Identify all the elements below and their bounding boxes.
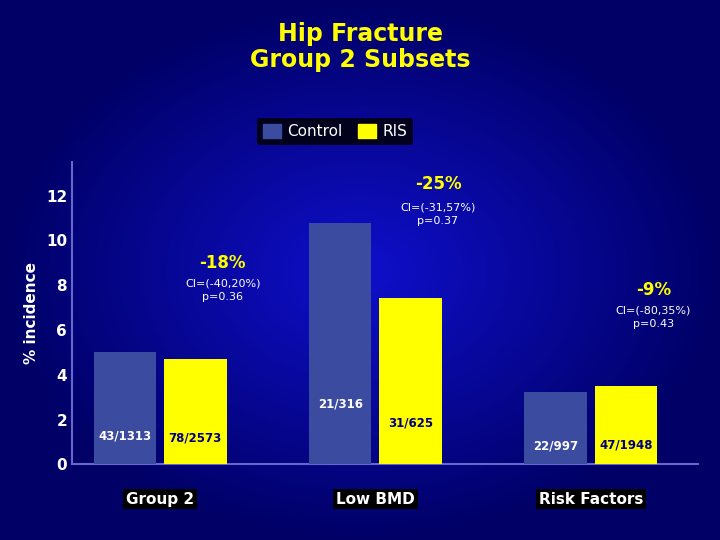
- Text: -18%: -18%: [199, 254, 246, 272]
- Bar: [524, 393, 587, 464]
- Legend: Control, RIS: Control, RIS: [257, 118, 413, 145]
- Text: 47/1948: 47/1948: [599, 438, 653, 451]
- Y-axis label: % incidence: % incidence: [24, 262, 39, 364]
- Text: 21/316: 21/316: [318, 397, 363, 410]
- Text: 43/1313: 43/1313: [99, 430, 151, 443]
- Bar: [379, 298, 442, 464]
- Bar: [595, 386, 657, 464]
- Text: Risk Factors: Risk Factors: [539, 491, 643, 507]
- Text: Group 2: Group 2: [126, 491, 194, 507]
- Text: -25%: -25%: [415, 176, 462, 193]
- Text: CI=(-31,57%)
p=0.37: CI=(-31,57%) p=0.37: [400, 202, 476, 226]
- Text: 22/997: 22/997: [533, 440, 578, 453]
- Text: Hip Fracture
Group 2 Subsets: Hip Fracture Group 2 Subsets: [250, 22, 470, 72]
- Text: 31/625: 31/625: [388, 416, 433, 429]
- Bar: [164, 359, 227, 464]
- Bar: [309, 224, 372, 464]
- Bar: [94, 353, 156, 464]
- Text: 78/2573: 78/2573: [168, 431, 222, 444]
- Text: Low BMD: Low BMD: [336, 491, 415, 507]
- Text: CI=(-40,20%)
p=0.36: CI=(-40,20%) p=0.36: [185, 279, 261, 302]
- Text: -9%: -9%: [636, 281, 671, 299]
- Text: CI=(-80,35%)
p=0.43: CI=(-80,35%) p=0.43: [616, 305, 691, 329]
